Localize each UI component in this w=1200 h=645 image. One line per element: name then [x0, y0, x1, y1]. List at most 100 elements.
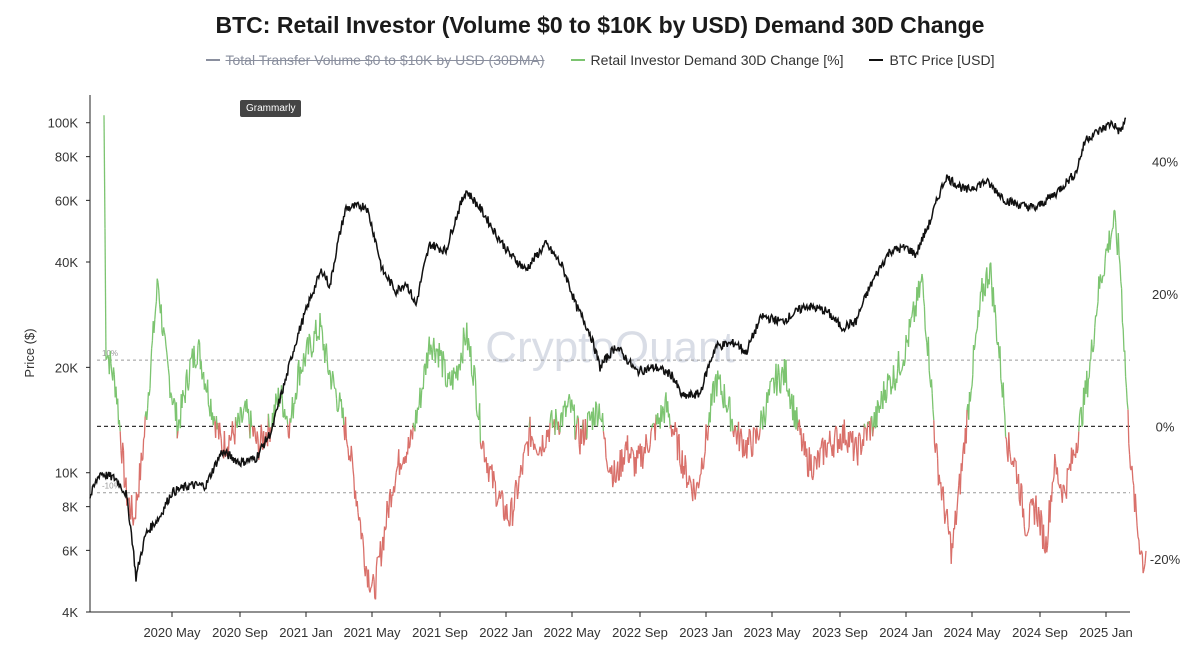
- demand-series-segment: [1032, 498, 1035, 505]
- x-tick-label: 2025 Jan: [1079, 625, 1133, 640]
- demand-series-segment: [668, 413, 671, 429]
- demand-series-segment: [747, 428, 750, 445]
- demand-series-segment: [430, 344, 433, 350]
- demand-series-segment: [694, 491, 697, 500]
- demand-series-segment: [776, 380, 779, 396]
- demand-series-segment: [589, 417, 592, 421]
- demand-series-segment: [422, 365, 425, 390]
- demand-series-segment: [1009, 456, 1012, 464]
- demand-series-segment: [975, 328, 979, 332]
- demand-series-segment: [944, 510, 948, 517]
- demand-series-segment: [713, 377, 716, 403]
- demand-series-segment: [362, 547, 366, 568]
- legend-item-transfer-volume[interactable]: Total Transfer Volume $0 to $10K by USD …: [205, 52, 545, 68]
- legend-item-retail-demand[interactable]: Retail Investor Demand 30D Change [%]: [570, 52, 843, 68]
- demand-series-segment: [478, 403, 482, 443]
- demand-series-segment: [170, 392, 173, 396]
- demand-series-segment: [631, 449, 634, 451]
- demand-series-segment: [177, 419, 180, 432]
- demand-series-segment: [206, 379, 210, 405]
- demand-series-segment: [843, 419, 846, 446]
- demand-series-segment: [346, 444, 349, 449]
- demand-series-segment: [684, 455, 687, 465]
- demand-series-segment: [952, 528, 955, 549]
- demand-series-segment: [1128, 443, 1131, 455]
- demand-series-segment: [580, 429, 583, 444]
- demand-series-segment: [839, 433, 842, 450]
- demand-series-segment: [975, 331, 978, 335]
- demand-series-segment: [880, 390, 883, 400]
- demand-series-segment: [288, 418, 291, 439]
- demand-series-segment: [1027, 526, 1030, 532]
- demand-series-segment: [551, 424, 554, 429]
- demand-series-segment: [833, 437, 836, 458]
- demand-series-segment: [525, 442, 528, 445]
- demand-series-segment: [978, 310, 981, 317]
- demand-series-segment: [1008, 432, 1011, 450]
- demand-series-segment: [779, 373, 783, 394]
- demand-series-segment: [509, 501, 512, 526]
- reference-line-label: -10%: [102, 482, 121, 491]
- demand-series-segment: [663, 398, 666, 424]
- demand-series-segment: [922, 298, 926, 307]
- demand-series-segment: [565, 405, 568, 417]
- demand-series-segment: [876, 400, 879, 404]
- demand-series-segment: [457, 365, 460, 381]
- demand-series-segment: [370, 581, 374, 587]
- demand-series-segment: [853, 438, 856, 451]
- demand-series-segment: [231, 421, 234, 434]
- demand-series-segment: [315, 319, 318, 342]
- demand-series-segment: [698, 474, 701, 484]
- demand-series-segment: [1136, 525, 1139, 537]
- demand-series-segment: [948, 530, 952, 534]
- demand-series-segment: [778, 372, 781, 392]
- demand-series-segment: [247, 408, 250, 425]
- demand-series-segment: [789, 401, 792, 409]
- demand-series-segment: [218, 422, 222, 433]
- demand-series-segment: [396, 465, 399, 469]
- demand-series-segment: [286, 415, 289, 425]
- demand-series-segment: [178, 419, 181, 421]
- demand-series-segment: [158, 290, 161, 305]
- demand-series-segment: [1140, 550, 1143, 554]
- demand-series-segment: [602, 431, 605, 440]
- x-tick-label: 2024 Jan: [879, 625, 933, 640]
- demand-series-segment: [743, 453, 746, 457]
- demand-series-segment: [194, 364, 198, 369]
- demand-series-segment: [253, 426, 256, 429]
- demand-series-segment: [699, 473, 702, 476]
- demand-series-segment: [1029, 501, 1032, 505]
- demand-series-segment: [123, 485, 126, 488]
- demand-series-segment: [646, 442, 649, 450]
- demand-series-segment: [1124, 350, 1127, 377]
- demand-series-segment: [122, 450, 125, 488]
- demand-series-segment: [344, 416, 347, 439]
- demand-series-segment: [869, 417, 872, 441]
- demand-series-segment: [900, 370, 903, 372]
- demand-series-segment: [689, 479, 692, 484]
- demand-series-segment: [1050, 482, 1054, 502]
- demand-series-segment: [337, 407, 340, 412]
- demand-series-segment: [380, 551, 383, 567]
- demand-series-segment: [1063, 485, 1066, 492]
- demand-series-segment: [1112, 210, 1115, 228]
- demand-series-segment: [470, 346, 473, 375]
- demand-series-segment: [207, 404, 210, 408]
- grammarly-badge[interactable]: Grammarly: [240, 100, 302, 117]
- demand-series-segment: [1013, 457, 1016, 461]
- demand-series-segment: [1078, 415, 1081, 432]
- demand-series-segment: [928, 370, 931, 380]
- demand-series-segment: [1033, 508, 1036, 525]
- demand-series-segment: [667, 401, 670, 418]
- demand-series-segment: [173, 398, 176, 402]
- legend-item-btc-price[interactable]: BTC Price [USD]: [869, 52, 994, 68]
- demand-series-segment: [738, 434, 741, 452]
- demand-series-segment: [395, 468, 398, 473]
- demand-series-segment: [1132, 480, 1135, 486]
- demand-series-segment: [829, 444, 833, 448]
- demand-series-segment: [157, 282, 160, 291]
- demand-series-segment: [265, 432, 268, 438]
- demand-series-segment: [845, 439, 848, 445]
- demand-series-segment: [909, 318, 912, 328]
- x-tick-label: 2024 Sep: [1012, 625, 1068, 640]
